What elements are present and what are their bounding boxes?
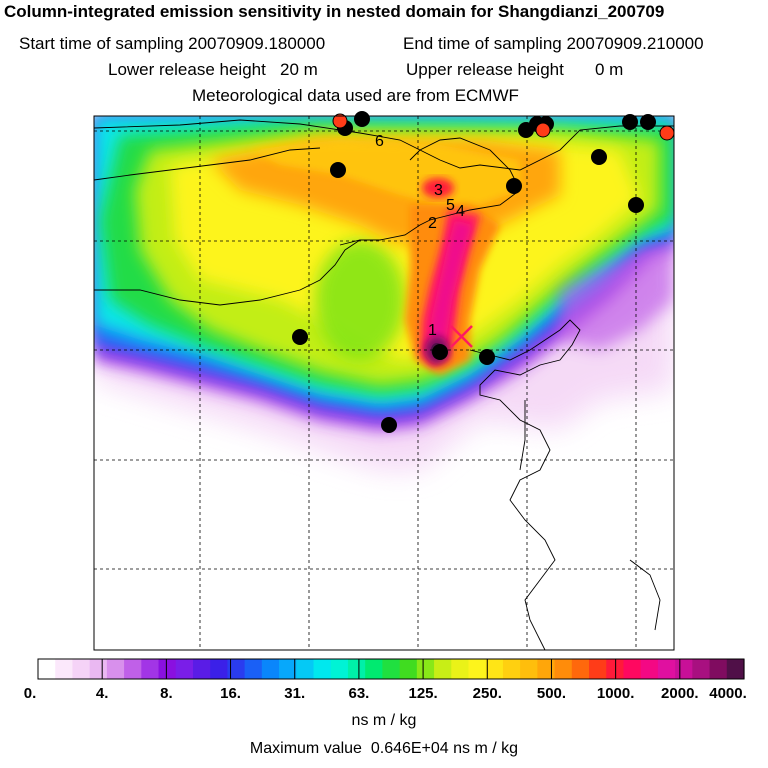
maximum-value: Maximum value 0.646E+04 ns m / kg [0, 740, 768, 758]
lower-release-label: Lower release height [108, 60, 266, 79]
station-dot [506, 178, 522, 194]
met-data-label: Meteorological data used are from ECMWF [192, 86, 519, 105]
end-time-label: End time of sampling 20070909.210000 [403, 34, 704, 53]
colorbar-swatch [468, 659, 487, 679]
colorbar-tick-label: 63. [348, 685, 370, 702]
trajectory-label: 5 [446, 197, 455, 214]
station-dot [640, 114, 656, 130]
colorbar-swatch [89, 659, 108, 679]
release-cross-icon [450, 325, 473, 348]
colorbar-swatch [55, 659, 74, 679]
sensitivity-field [94, 116, 674, 650]
colorbar-swatch [434, 659, 452, 679]
colorbar-swatch [657, 659, 676, 679]
colorbar-tick-label: 2000. [661, 685, 699, 702]
colorbar-swatch [589, 659, 607, 679]
station-dot [628, 197, 644, 213]
colorbar-swatch [675, 659, 693, 679]
colorbar-swatch [158, 659, 177, 679]
colorbar-swatch [38, 659, 56, 679]
station-dot [591, 149, 607, 165]
station-dot [330, 162, 346, 178]
colorbar-swatch [709, 659, 728, 679]
colorbar-swatch [554, 659, 573, 679]
colorbar-swatch [502, 659, 521, 679]
station-dot [292, 329, 308, 345]
trajectory-label: 6 [375, 133, 384, 150]
colorbar-swatch [451, 659, 470, 679]
colorbar-swatch [520, 659, 538, 679]
trajectory-label: 2 [428, 215, 437, 232]
station-dot [354, 111, 370, 127]
colorbar-tick-label: 0. [23, 685, 37, 702]
station-dot [479, 349, 495, 365]
colorbar-swatch [192, 659, 211, 679]
colorbar-swatch [365, 659, 383, 679]
colorbar-tick-label: 125. [408, 685, 438, 702]
colorbar-swatch [330, 659, 349, 679]
colorbar-tick-label: 8. [160, 685, 173, 702]
start-time-label: Start time of sampling 20070909.180000 [19, 34, 326, 53]
station-dot-red [332, 113, 348, 129]
maximum-number: 0.646E+04 [370, 740, 449, 757]
station-dot-red [659, 125, 675, 141]
colorbar-swatch [175, 659, 194, 679]
colorbar-tick-label: 4000. [709, 685, 747, 702]
colorbar-swatch [571, 659, 590, 679]
station-dot-red [535, 122, 551, 138]
colorbar-swatch [485, 659, 504, 679]
colorbar-swatch [261, 659, 280, 679]
colorbar-swatch [692, 659, 711, 679]
colorbar-swatch [537, 659, 556, 679]
colorbar-swatch [313, 659, 332, 679]
trajectory-label: 4 [456, 203, 465, 220]
station-markers [292, 111, 675, 433]
grid-lines [94, 116, 674, 650]
colorbar-tick-label: 16. [220, 685, 241, 702]
colorbar-swatch [279, 659, 297, 679]
colorbar-swatch [382, 659, 401, 679]
maximum-units: ns m / kg [453, 740, 519, 757]
colorbar-tick-label: 4. [95, 685, 109, 702]
plot-title: Column-integrated emission sensitivity i… [4, 2, 665, 21]
colorbar-tick-label: 250. [472, 685, 502, 702]
upper-release-label: Upper release height [406, 60, 564, 79]
colorbar-swatch [347, 659, 366, 679]
colorbar-swatch [244, 659, 263, 679]
station-dot [381, 417, 397, 433]
colorbar-swatch [124, 659, 142, 679]
trajectory-label: 1 [428, 322, 437, 339]
colorbar-swatch [623, 659, 642, 679]
colorbar-tick-label: 500. [536, 685, 567, 702]
colorbar-swatch [141, 659, 160, 679]
upper-release-value: 0 m [595, 60, 624, 79]
colorbar-swatch [210, 659, 229, 679]
station-dot [432, 344, 448, 360]
colorbar-swatch [640, 659, 659, 679]
colorbar-frame [37, 658, 745, 680]
map-frame [93, 115, 675, 651]
trajectory-labels: 1 2 3 4 5 6 [375, 133, 465, 339]
trajectory-label: 3 [434, 182, 443, 199]
colorbar-tick-label: 1000. [596, 685, 635, 702]
colorbar-swatch [106, 659, 125, 679]
colorbar [38, 659, 745, 679]
colorbar-swatch [416, 659, 435, 679]
maximum-label: Maximum value [249, 740, 362, 757]
colorbar-tick-label: 31. [284, 685, 306, 702]
colorbar-swatch [399, 659, 418, 679]
station-dot [622, 114, 638, 130]
lower-release-value: 20 m [280, 60, 318, 79]
colorbar-swatch [72, 659, 91, 679]
colorbar-swatch [296, 659, 315, 679]
colorbar-swatch [227, 659, 246, 679]
colorbar-swatch [726, 659, 745, 679]
colorbar-units: ns m / kg [351, 712, 417, 729]
